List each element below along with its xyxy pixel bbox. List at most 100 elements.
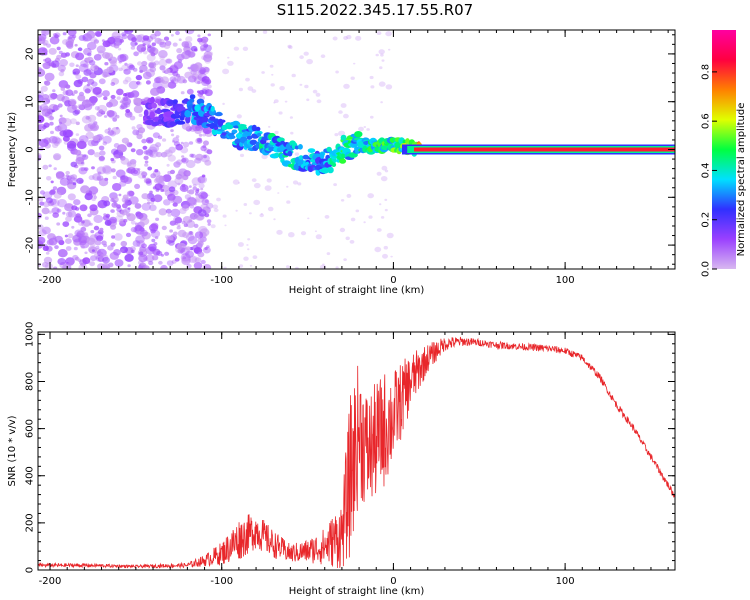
noise-blob: [102, 256, 110, 264]
noise-blob: [175, 173, 183, 180]
noise-blob: [166, 58, 173, 64]
noise-blob: [147, 45, 156, 53]
noise-blob: [174, 257, 180, 262]
noise-blob: [384, 208, 388, 212]
noise-blob: [374, 246, 382, 253]
noise-blob: [42, 62, 51, 70]
noise-blob: [123, 30, 134, 35]
noise-blob: [200, 66, 205, 71]
noise-blob: [42, 164, 49, 170]
noise-blob: [165, 208, 172, 214]
noise-blob: [195, 189, 200, 194]
noise-blob: [118, 193, 122, 197]
noise-blob: [173, 61, 183, 69]
noise-blob: [170, 129, 174, 133]
noise-blob: [379, 66, 383, 70]
noise-blob: [198, 209, 207, 217]
ridge-blob: [243, 130, 253, 135]
noise-blob: [78, 35, 86, 41]
noise-blob: [45, 197, 53, 204]
noise-blob: [119, 105, 125, 110]
noise-blob: [149, 33, 157, 40]
line-x-tick-label: -200: [39, 576, 62, 587]
noise-blob: [62, 32, 67, 36]
noise-blob: [126, 160, 137, 169]
noise-blob: [385, 84, 393, 90]
noise-blob: [297, 182, 302, 186]
noise-blob: [145, 178, 152, 184]
noise-blob: [64, 234, 68, 238]
noise-blob: [113, 233, 123, 241]
noise-blob: [139, 227, 145, 232]
noise-blob: [91, 166, 95, 170]
noise-blob: [107, 110, 118, 119]
noise-blob: [181, 51, 191, 60]
noise-blob: [166, 260, 174, 266]
noise-blob: [201, 198, 210, 206]
noise-blob: [164, 251, 170, 256]
noise-blob: [67, 179, 73, 185]
noise-blob: [98, 78, 106, 85]
noise-blob: [48, 93, 57, 101]
noise-blob: [114, 259, 124, 267]
noise-blob: [268, 125, 271, 128]
noise-blob: [200, 145, 207, 152]
noise-blob: [170, 199, 175, 203]
noise-blob: [52, 142, 59, 148]
noise-blob: [67, 210, 77, 218]
noise-blob: [145, 254, 155, 262]
noise-blob: [42, 243, 49, 249]
noise-blob: [67, 30, 77, 37]
noise-blob: [222, 214, 227, 218]
noise-blob: [50, 180, 54, 184]
noise-blob: [54, 235, 63, 243]
noise-blob: [350, 76, 355, 80]
noise-blob: [65, 246, 72, 251]
ridge-blob: [287, 150, 293, 157]
noise-blob: [160, 264, 168, 269]
noise-blob: [62, 211, 66, 215]
noise-blob: [147, 166, 153, 171]
noise-blob: [149, 200, 155, 205]
noise-blob: [170, 34, 174, 37]
carrier-band-core: [414, 147, 675, 152]
noise-blob: [273, 101, 276, 104]
noise-blob: [110, 94, 116, 100]
noise-blob: [103, 200, 111, 207]
noise-blob: [51, 136, 61, 144]
noise-blob: [177, 224, 181, 227]
noise-blob: [135, 74, 143, 81]
noise-blob: [66, 140, 77, 149]
noise-blob: [274, 130, 279, 135]
noise-blob: [56, 222, 61, 226]
noise-blob: [80, 226, 87, 232]
noise-blob: [286, 265, 290, 269]
noise-blob: [183, 170, 191, 177]
noise-blob: [191, 177, 202, 186]
line-x-tick-label: -100: [210, 576, 233, 587]
noise-blob: [154, 77, 162, 84]
noise-blob: [135, 235, 145, 244]
noise-blob: [38, 263, 41, 267]
noise-blob: [167, 213, 172, 217]
noise-blob: [252, 255, 258, 259]
noise-blob: [200, 259, 206, 265]
noise-blob: [141, 202, 151, 211]
noise-blob: [38, 229, 47, 237]
noise-blob: [185, 171, 190, 176]
noise-blob: [92, 102, 96, 105]
noise-blob: [114, 35, 124, 44]
noise-blob: [42, 94, 49, 100]
noise-blob: [78, 166, 88, 175]
ridge-blob: [307, 148, 316, 154]
noise-blob: [102, 40, 111, 48]
noise-blob: [118, 47, 122, 51]
noise-blob: [203, 154, 207, 159]
noise-blob: [130, 148, 136, 153]
noise-blob: [193, 66, 199, 71]
noise-blob: [174, 217, 183, 224]
noise-blob: [82, 37, 88, 42]
ridge-blob: [229, 135, 236, 140]
noise-blob: [161, 266, 167, 269]
